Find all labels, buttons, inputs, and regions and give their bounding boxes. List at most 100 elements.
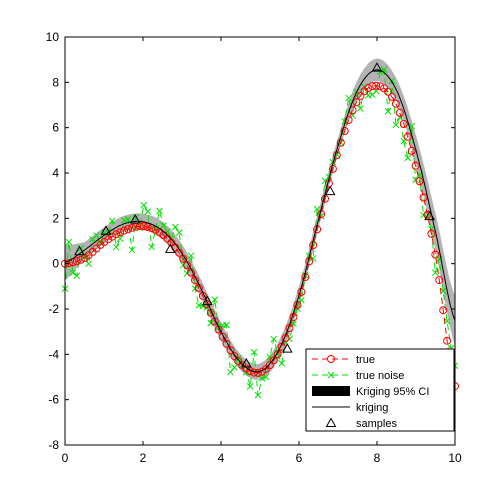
plot-area-border: [64, 36, 456, 446]
ci-band: [65, 58, 455, 380]
y-tick-label: -8: [48, 438, 59, 452]
legend-label-true: true: [356, 354, 375, 366]
noise-point: [266, 353, 274, 361]
noise-point: [246, 383, 254, 390]
noise-point: [231, 364, 238, 371]
noise-point: [211, 296, 219, 303]
true-point: [388, 92, 396, 101]
noise-point: [148, 243, 156, 251]
true-point: [372, 81, 381, 90]
legend: true true noise Kriging 95% CI kriging sampl…: [305, 348, 455, 432]
x-tick-label: 2: [140, 451, 147, 465]
true-point: [72, 257, 81, 266]
noise-point: [120, 216, 128, 224]
kriging-line: [64, 69, 456, 373]
noise-point: [254, 391, 262, 399]
noise-point: [69, 269, 77, 277]
true-point: [128, 223, 136, 232]
noise-point: [112, 243, 120, 251]
true-point: [273, 350, 282, 359]
true-point: [112, 230, 121, 239]
samples-series-layer: [74, 62, 436, 368]
x-tick-label: 8: [374, 451, 381, 465]
true-point: [352, 98, 361, 107]
true-point: [431, 250, 440, 259]
y-tick-label: -4: [48, 347, 59, 361]
x-tick-label: 10: [448, 451, 462, 465]
true-point: [395, 108, 404, 117]
noise-point: [270, 335, 278, 343]
true-point: [368, 82, 377, 91]
legend-label-samples: samples: [356, 418, 397, 430]
sample-point: [240, 357, 252, 368]
noise-point: [250, 348, 258, 356]
noise-point: [140, 201, 148, 209]
true-point: [403, 132, 412, 141]
true-point: [104, 235, 113, 244]
noise-point: [345, 94, 352, 102]
noise-point: [309, 255, 317, 262]
true-point: [391, 99, 400, 108]
true-point: [384, 87, 392, 96]
true-point: [139, 222, 148, 231]
noise-point: [73, 272, 81, 280]
noise-point: [124, 215, 132, 223]
true-point: [242, 364, 251, 373]
noise-point: [93, 232, 100, 239]
y-tick-label: 4: [52, 166, 59, 180]
true-point: [336, 138, 345, 147]
true-point: [356, 91, 365, 100]
sample-point: [281, 343, 293, 353]
ci-band-layer: [65, 58, 455, 380]
true-point: [124, 225, 132, 233]
noise-point: [171, 223, 179, 231]
legend-ci-swatch: [312, 386, 350, 396]
noise-point: [156, 207, 163, 215]
sample-point: [424, 210, 436, 221]
legend-true-marker: [327, 355, 335, 363]
noise-point: [85, 260, 92, 268]
noise-point: [199, 302, 207, 310]
noise-point: [404, 154, 412, 162]
true-point: [265, 361, 274, 370]
true-line: [64, 85, 456, 387]
true-point: [439, 306, 448, 315]
true-point: [419, 193, 428, 202]
x-tick-label: 4: [218, 451, 225, 465]
true-point: [269, 356, 278, 365]
true-point: [234, 357, 243, 366]
legend-label-kriging: kriging: [356, 402, 388, 414]
y-tick-label: 2: [52, 211, 59, 225]
noise-point: [227, 368, 234, 376]
noise-point: [400, 137, 408, 145]
true-point: [407, 146, 416, 155]
true-point: [226, 346, 235, 355]
true-point: [222, 339, 231, 348]
noise-point: [108, 217, 116, 225]
noise-point: [65, 238, 73, 246]
true-point: [254, 368, 262, 377]
y-tick-label: 6: [52, 121, 59, 135]
legend-noise-marker: [327, 371, 335, 379]
true-point: [415, 177, 424, 186]
true-point: [340, 127, 349, 135]
sample-point: [129, 213, 141, 224]
true-point: [376, 82, 385, 91]
true-point: [364, 84, 373, 92]
x-tick-label: 0: [62, 451, 69, 465]
noise-point: [187, 252, 195, 260]
true-point: [120, 226, 129, 235]
legend-samples-marker: [325, 417, 337, 427]
noise-point: [412, 176, 419, 184]
true-point: [399, 120, 408, 128]
sample-point: [74, 245, 85, 256]
true-point: [108, 232, 117, 241]
sample-point: [371, 62, 383, 72]
noise-point: [278, 360, 286, 367]
noise-point: [175, 229, 183, 236]
y-tick-label: 8: [52, 75, 59, 89]
noise-point: [341, 118, 349, 125]
noise-point: [357, 104, 364, 112]
x-tick-label: 6: [296, 451, 303, 465]
noise-point: [223, 321, 230, 329]
